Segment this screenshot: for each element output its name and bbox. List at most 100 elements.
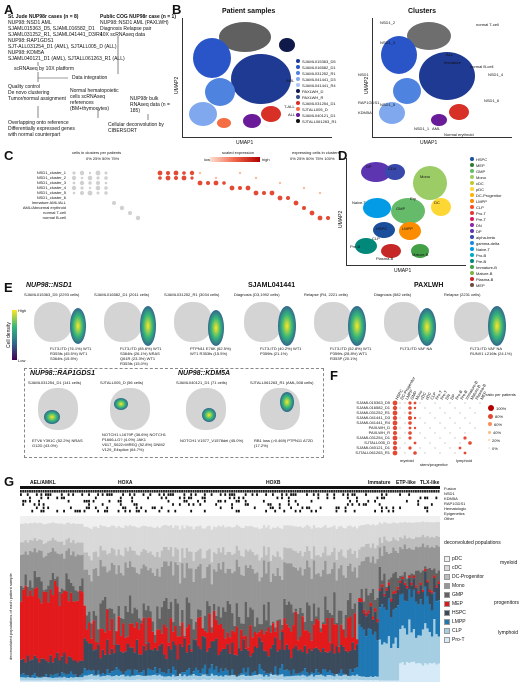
g-bar-segment — [244, 672, 248, 677]
g-bar-segment — [47, 680, 50, 682]
g-bar-segment — [390, 648, 393, 681]
g-annot-cell — [188, 503, 190, 506]
g-bar-segment — [90, 560, 93, 582]
g-bar-segment — [160, 607, 164, 634]
g-bar-segment — [231, 669, 234, 676]
g-annot-cell — [387, 490, 390, 493]
g-bar-segment — [426, 535, 429, 546]
g-annot-cell — [399, 506, 401, 510]
g-bar-segment — [340, 549, 343, 566]
e-density-umap: SJAML031254_D1 (141 cells) ETV6 Y391C (5… — [28, 380, 100, 456]
g-bar-segment — [35, 540, 39, 553]
g-bar-segment — [392, 547, 395, 574]
swatch — [296, 71, 300, 75]
g-bar-segment — [192, 679, 196, 682]
g-annot-cell — [106, 490, 109, 493]
g-bar-segment — [197, 645, 200, 671]
g-bar-segment — [333, 525, 336, 548]
g-bar-segment — [42, 516, 46, 525]
g-bar-segment — [51, 516, 55, 523]
g-bar-segment — [294, 567, 298, 609]
g-bar-segment — [394, 550, 398, 572]
g-bar-segment — [274, 637, 277, 667]
g-bar-segment — [296, 679, 300, 682]
cluster-label: NSD1_5 — [380, 102, 396, 107]
g-bar-segment — [310, 640, 314, 651]
g-annot-cell — [367, 490, 370, 493]
g-bar-segment — [49, 551, 53, 580]
g-annot-cell — [417, 490, 420, 493]
g-annot-cell — [49, 490, 52, 493]
g-bar-segment — [306, 560, 309, 603]
g-bar-segment — [231, 573, 234, 614]
g-bar-segment — [158, 679, 162, 682]
cluster-label: NSD1_2 — [380, 20, 396, 25]
g-bar-segment — [158, 668, 162, 675]
g-bar-segment — [153, 674, 157, 680]
g-annot-cell — [35, 493, 38, 496]
g-bar-segment — [337, 568, 341, 611]
g-bar-segment — [149, 516, 152, 527]
g-bar-segment — [276, 619, 280, 621]
g-bar-segment — [217, 516, 221, 526]
g-annot-cell — [190, 496, 193, 500]
g-bar-segment — [185, 525, 189, 548]
g-bar-segment — [383, 596, 386, 608]
g-bar-segment — [192, 629, 196, 640]
g-annot-cell — [276, 490, 279, 493]
g-bar-segment — [176, 525, 180, 550]
g-bar-segment — [181, 676, 184, 681]
g-bar-segment — [308, 648, 311, 675]
g-annot-cell — [138, 490, 140, 493]
g-annot-cell — [403, 490, 406, 493]
g-bar-segment — [197, 617, 200, 646]
g-bar-segment — [203, 577, 207, 616]
legend-item-celltype: Pre-T — [470, 216, 520, 222]
g-bar-segment — [396, 541, 400, 553]
g-bar-segment — [185, 516, 189, 526]
g-bar-segment — [124, 547, 127, 563]
g-bar-segment — [437, 536, 440, 547]
g-bar-segment — [178, 679, 182, 682]
g-bar-segment — [380, 587, 384, 605]
legend-item-sample: SJAML041441_D3 — [296, 76, 356, 82]
g-bar-segment — [342, 673, 345, 675]
g-annot-cell — [285, 490, 288, 493]
g-bar-segment — [110, 676, 114, 681]
g-annot-cell — [217, 490, 220, 493]
g-bar-segment — [106, 669, 109, 676]
legend-item-celltype: Pro-B — [470, 252, 520, 258]
g-bar-segment — [119, 516, 123, 528]
g-bar-segment — [160, 679, 164, 682]
g-annot-cell — [417, 499, 420, 503]
g-bar-segment — [169, 680, 173, 682]
g-bar-segment — [299, 672, 302, 676]
g-bar-segment — [401, 538, 404, 550]
g-bar-segment — [178, 583, 182, 626]
g-bar-segment — [185, 597, 189, 628]
bottom-right-step: CIBERSORT — [108, 128, 138, 134]
normal-reference: Normal hematopoietic cells scRNAseq refe… — [70, 88, 119, 112]
g-bar-segment — [315, 675, 318, 680]
g-bar-segment — [183, 679, 187, 682]
g-annot-cell — [38, 503, 40, 506]
g-annot-cell — [29, 496, 31, 500]
swatch — [296, 101, 300, 105]
g-bar-segment — [358, 565, 361, 598]
g-bar-segment — [321, 569, 325, 623]
g-bar-segment — [51, 678, 55, 681]
g-bar-segment — [367, 628, 370, 678]
g-bar-segment — [412, 522, 416, 539]
b-axis-y-left: UMAP2 — [174, 76, 180, 94]
g-bar-segment — [247, 650, 250, 668]
g-bar-segment — [396, 552, 400, 579]
g-annot-cell — [47, 490, 50, 493]
g-bar-segment — [58, 516, 62, 524]
g-bar-segment — [292, 516, 295, 527]
g-bar-segment — [124, 637, 127, 652]
group-label-nsd1: NSD1 — [358, 72, 369, 77]
g-bar-segment — [124, 676, 127, 681]
g-bar-segment — [88, 622, 91, 644]
g-bar-segment — [224, 554, 227, 574]
g-bar-segment — [63, 652, 66, 674]
